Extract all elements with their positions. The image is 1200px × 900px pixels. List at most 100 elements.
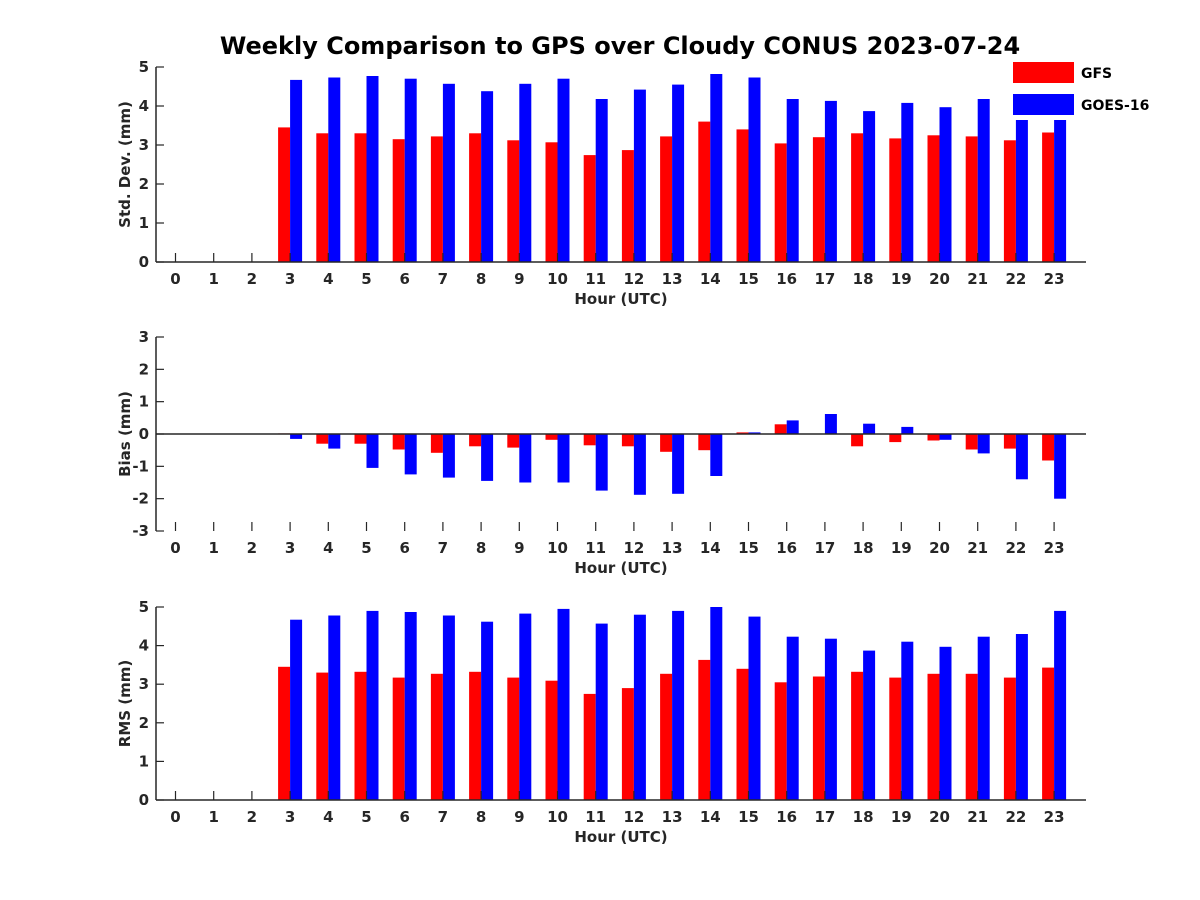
bar-goes-16-hour-9: [519, 613, 532, 800]
bar-goes-16-hour-21: [977, 434, 990, 454]
x-tick-label: 23: [1044, 539, 1065, 557]
bar-goes-16-hour-5: [366, 434, 379, 468]
x-tick-label: 14: [700, 808, 721, 826]
y-tick-label: -2: [132, 490, 149, 508]
bar-goes-16-hour-6: [404, 612, 417, 800]
y-tick-label: 1: [139, 752, 149, 770]
bar-goes-16-hour-22: [1015, 434, 1028, 480]
bar-goes-16-hour-18: [863, 650, 876, 800]
x-tick-label: 2: [247, 270, 257, 288]
bar-goes-16-hour-11: [595, 434, 608, 491]
bar-gfs-hour-18: [851, 133, 864, 262]
legend-label-goes-16: GOES-16: [1081, 98, 1149, 114]
bar-goes-16-hour-12: [633, 614, 646, 800]
bar-goes-16-hour-6: [404, 78, 417, 262]
x-tick-label: 8: [476, 270, 486, 288]
bar-goes-16-hour-3: [290, 434, 303, 439]
x-tick-label: 22: [1005, 539, 1026, 557]
bar-gfs-hour-17: [812, 137, 825, 262]
bar-gfs-hour-18: [851, 434, 864, 447]
x-tick-label: 10: [547, 539, 568, 557]
x-tick-label: 3: [285, 539, 295, 557]
bar-goes-16-hour-10: [557, 78, 570, 262]
bar-goes-16-hour-10: [557, 434, 570, 483]
bar-gfs-hour-6: [392, 139, 405, 262]
bar-goes-16-hour-5: [366, 76, 379, 262]
x-tick-label: 9: [514, 539, 524, 557]
x-axis-label: Hour (UTC): [574, 559, 667, 577]
x-tick-label: 4: [323, 808, 333, 826]
x-tick-label: 7: [438, 270, 448, 288]
bar-gfs-hour-23: [1042, 132, 1055, 262]
x-tick-label: 8: [476, 808, 486, 826]
bar-goes-16-hour-14: [710, 607, 723, 800]
bar-gfs-hour-20: [927, 673, 940, 800]
bar-goes-16-hour-6: [404, 434, 417, 475]
x-tick-label: 8: [476, 539, 486, 557]
bar-goes-16-hour-16: [786, 99, 799, 262]
bar-gfs-hour-22: [1003, 140, 1016, 262]
bar-gfs-hour-19: [889, 138, 902, 262]
bar-goes-16-hour-17: [824, 638, 837, 800]
bar-gfs-hour-8: [469, 434, 482, 447]
bar-goes-16-hour-7: [442, 615, 455, 800]
x-tick-label: 3: [285, 808, 295, 826]
bar-gfs-hour-16: [774, 424, 787, 434]
bar-gfs-hour-9: [507, 140, 520, 262]
bar-gfs-hour-13: [660, 136, 673, 262]
bar-gfs-hour-14: [698, 121, 711, 262]
x-tick-label: 4: [323, 270, 333, 288]
bar-gfs-hour-3: [278, 127, 291, 263]
x-tick-label: 14: [700, 539, 721, 557]
x-tick-label: 20: [929, 808, 950, 826]
x-tick-label: 6: [399, 808, 409, 826]
bar-gfs-hour-13: [660, 434, 673, 452]
x-tick-label: 21: [967, 808, 988, 826]
bar-goes-16-hour-7: [442, 83, 455, 262]
y-tick-label: 4: [139, 637, 149, 655]
bar-goes-16-hour-8: [481, 91, 494, 262]
bar-gfs-hour-11: [583, 693, 596, 800]
bar-goes-16-hour-23: [1054, 87, 1067, 262]
bar-goes-16-hour-3: [290, 79, 303, 263]
bar-gfs-hour-17: [812, 676, 825, 800]
bar-gfs-hour-7: [430, 673, 443, 800]
bar-goes-16-hour-8: [481, 434, 494, 481]
x-tick-label: 4: [323, 539, 333, 557]
bar-goes-16-hour-20: [939, 646, 952, 800]
legend-swatch-goes-16: [1013, 94, 1074, 115]
x-axis-label: Hour (UTC): [574, 828, 667, 846]
bar-goes-16-hour-10: [557, 608, 570, 800]
bar-goes-16-hour-20: [939, 107, 952, 262]
bar-goes-16-hour-13: [672, 434, 685, 494]
bar-gfs-hour-12: [621, 434, 634, 447]
x-tick-label: 21: [967, 270, 988, 288]
x-tick-label: 19: [891, 270, 912, 288]
x-tick-label: 23: [1044, 270, 1065, 288]
x-tick-label: 6: [399, 270, 409, 288]
bar-goes-16-hour-18: [863, 423, 876, 434]
bar-gfs-hour-12: [621, 688, 634, 800]
bar-goes-16-hour-21: [977, 99, 990, 262]
bar-gfs-hour-9: [507, 434, 520, 448]
bar-gfs-hour-12: [621, 150, 634, 262]
x-tick-label: 22: [1005, 808, 1026, 826]
bar-goes-16-hour-14: [710, 434, 723, 476]
bar-gfs-hour-15: [736, 129, 749, 262]
y-axis-label: Bias (mm): [116, 391, 134, 477]
bar-gfs-hour-21: [965, 434, 978, 450]
bar-gfs-hour-5: [354, 671, 367, 800]
bar-goes-16-hour-14: [710, 74, 723, 262]
bar-gfs-hour-8: [469, 671, 482, 800]
x-tick-label: 17: [814, 539, 835, 557]
bar-gfs-hour-8: [469, 133, 482, 262]
bar-gfs-hour-13: [660, 673, 673, 800]
x-tick-label: 7: [438, 539, 448, 557]
x-tick-label: 11: [585, 539, 606, 557]
y-tick-label: 2: [139, 360, 149, 378]
x-tick-label: 5: [361, 808, 371, 826]
bar-goes-16-hour-9: [519, 434, 532, 483]
bar-gfs-hour-5: [354, 133, 367, 262]
